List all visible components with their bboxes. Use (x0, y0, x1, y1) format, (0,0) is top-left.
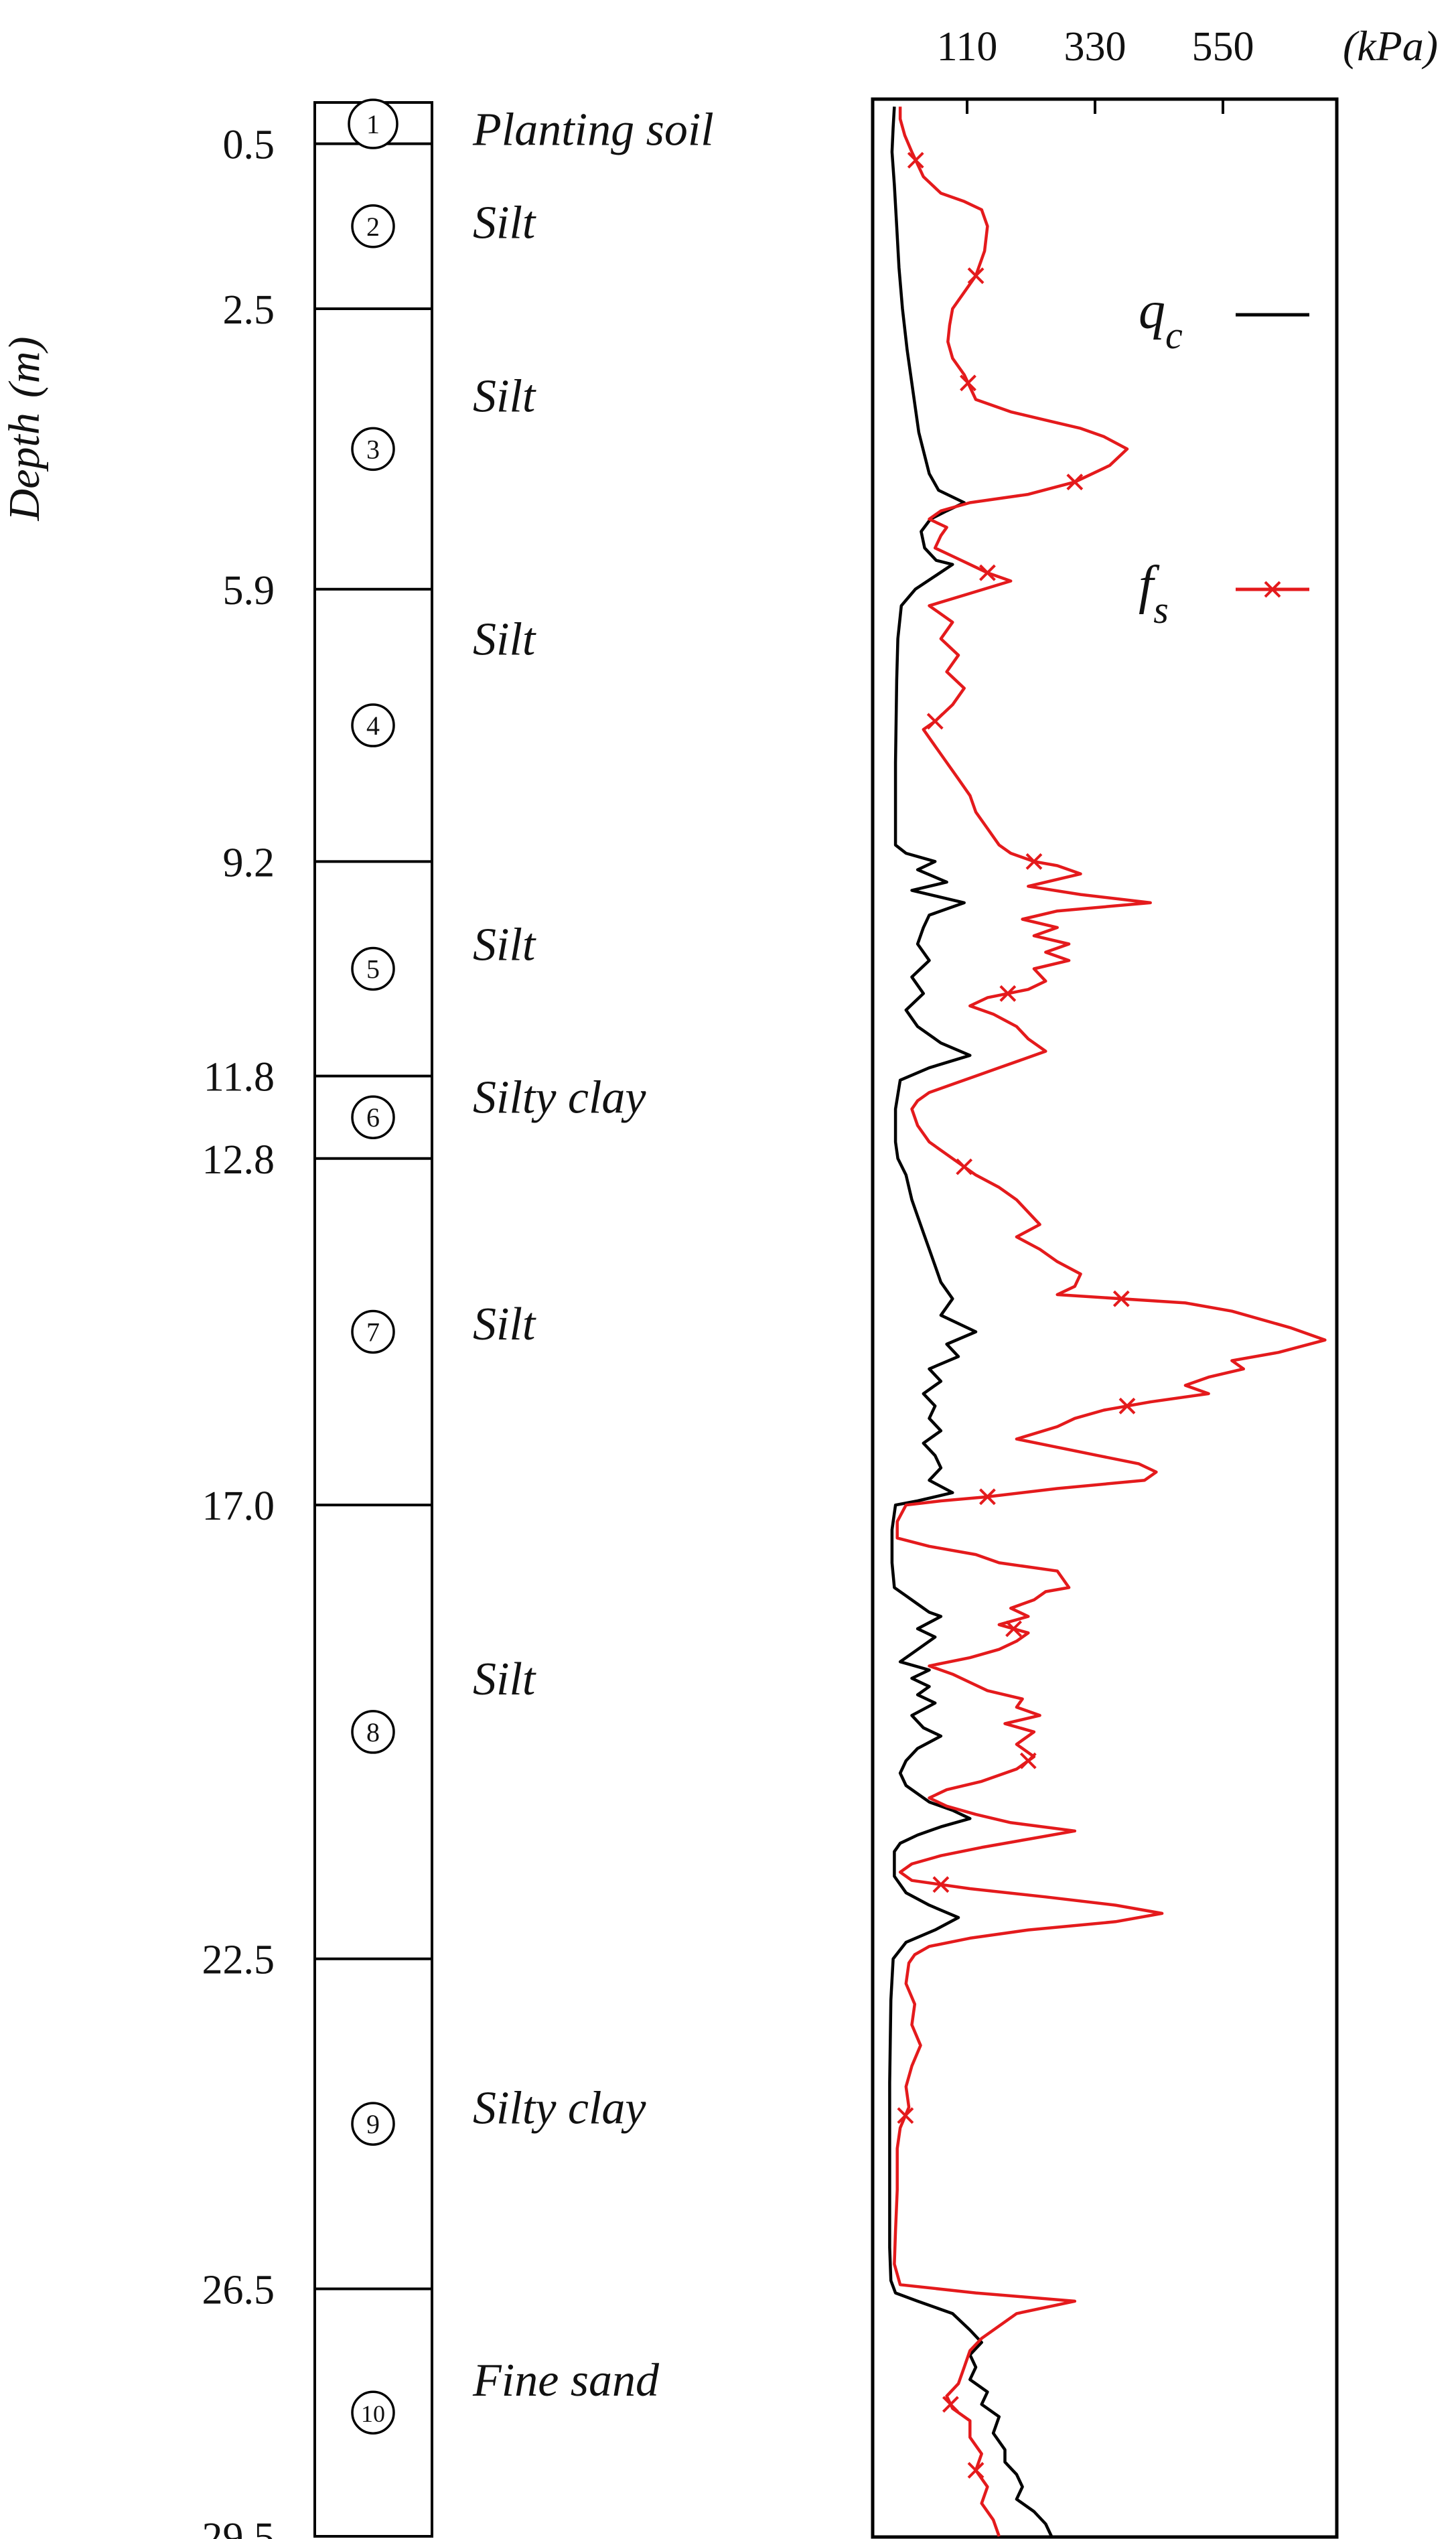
depth-label: 22.5 (202, 1938, 275, 1983)
layer-number-badge: 9 (351, 2102, 395, 2146)
layer-name: Silty clay (473, 2082, 646, 2134)
layer-number-badge: 1 (348, 98, 398, 149)
series-marker (999, 985, 1017, 1002)
layer-number: 2 (366, 212, 380, 242)
depth-label: 2.5 (223, 287, 275, 333)
legend-label-sub: c (1165, 313, 1183, 357)
depth-label: 11.8 (204, 1055, 275, 1100)
layer-number-badge: 3 (351, 427, 395, 471)
layer-number-badge: 2 (351, 204, 395, 248)
legend-entry: fs (1139, 556, 1309, 632)
layer-number-circle (351, 2390, 395, 2435)
series-marker (967, 2462, 985, 2479)
layer-name: Silt (473, 920, 536, 971)
series-line-fs (893, 106, 1327, 2537)
layer-number: 5 (366, 954, 380, 984)
legend-label-sub: s (1153, 588, 1169, 632)
layer-name: Silt (473, 1299, 536, 1350)
legend-label-main: q (1139, 281, 1165, 340)
layer-number-badge: 5 (351, 946, 395, 991)
layer-number: 1 (366, 109, 380, 139)
x-tick-label: 550 (1192, 24, 1254, 70)
layer-number: 9 (366, 2109, 380, 2139)
legend-entry: qc (1139, 281, 1309, 357)
series-marker (1005, 1620, 1022, 1638)
layer-number: 7 (366, 1317, 380, 1347)
legend-label: qc (1139, 281, 1183, 357)
layer-number-circle (351, 1095, 395, 1139)
series-marker (942, 2396, 959, 2413)
series-marker (979, 564, 996, 581)
series-marker (932, 1876, 950, 1893)
layer-number-circle (351, 204, 395, 248)
depth-label: 5.9 (223, 568, 275, 613)
depth-labels: 0.5 2.5 5.9 9.2 11.8 12.8 17.0 22.5 26.5 29.5 (202, 123, 275, 2539)
x-axis-ticks: 110 330 550 (937, 24, 1254, 114)
x-axis-unit: (kPa) (1343, 22, 1438, 70)
svg-text:Depth(m): Depth (m) (0, 337, 49, 522)
layer-name: Planting soil (472, 104, 714, 155)
x-tick-label: 110 (937, 24, 998, 70)
layer-numbers: 1 2 3 4 5 6 7 8 9 10 (348, 98, 398, 2435)
depth-label: 29.5 (202, 2515, 275, 2539)
layer-number-circle (351, 2102, 395, 2146)
layer-number-circle (348, 98, 398, 149)
layer-name: Silty clay (473, 1072, 646, 1123)
series-marker (979, 1488, 996, 1506)
series-marker (1025, 853, 1043, 870)
depth-label: 17.0 (202, 1483, 275, 1529)
series-marker (907, 151, 924, 169)
depth-label: 26.5 (202, 2267, 275, 2313)
layer-number-badge: 7 (351, 1309, 395, 1354)
series-marker (1066, 474, 1084, 491)
layer-number-circle (351, 946, 395, 991)
series-marker (960, 374, 976, 392)
layer-number-circle (351, 703, 395, 747)
series-layer (888, 106, 1327, 2537)
layer-name: Fine sand (472, 2355, 660, 2406)
series-marker (967, 267, 985, 285)
layer-name: Silt (473, 614, 536, 666)
plot-frame (871, 97, 1339, 2539)
layer-number: 3 (366, 434, 380, 464)
legend-label: fs (1139, 556, 1169, 632)
layer-name: Silt (473, 370, 536, 422)
layer-number-circle (351, 1710, 395, 1754)
depth-axis-unit: (m) (0, 337, 49, 398)
series-marker (897, 2107, 914, 2124)
layer-number-circle (351, 1309, 395, 1354)
layer-number: 4 (366, 711, 380, 741)
depth-axis-title: Depth (m) (0, 337, 49, 522)
series-marker (1019, 1752, 1037, 1769)
layer-number-badge: 6 (351, 1095, 395, 1139)
layer-names: Planting soil Silt Silt Silt Silt Silty clay S… (472, 104, 714, 2406)
layer-number-circle (351, 427, 395, 471)
depth-label: 9.2 (223, 840, 275, 885)
series-marker (956, 1158, 973, 1175)
layer-number-badge: 10 (351, 2390, 395, 2435)
layer-number: 8 (366, 1717, 380, 1747)
layer-name: Silt (473, 198, 536, 249)
series-marker (1118, 1397, 1136, 1414)
legend: qc fs (1139, 281, 1309, 632)
depth-label: 0.5 (223, 123, 275, 168)
depth-axis-label: Depth (0, 413, 49, 521)
depth-label: 12.8 (202, 1137, 275, 1183)
x-tick-label: 330 (1064, 24, 1126, 70)
series-line-qc (888, 106, 1053, 2537)
series-marker (1112, 1290, 1130, 1307)
series-marker (926, 713, 944, 730)
layer-number: 10 (361, 2400, 385, 2427)
layer-number-badge: 4 (351, 703, 395, 747)
layer-number-badge: 8 (351, 1710, 395, 1754)
layer-number: 6 (366, 1102, 380, 1133)
layer-name: Silt (473, 1654, 536, 1705)
